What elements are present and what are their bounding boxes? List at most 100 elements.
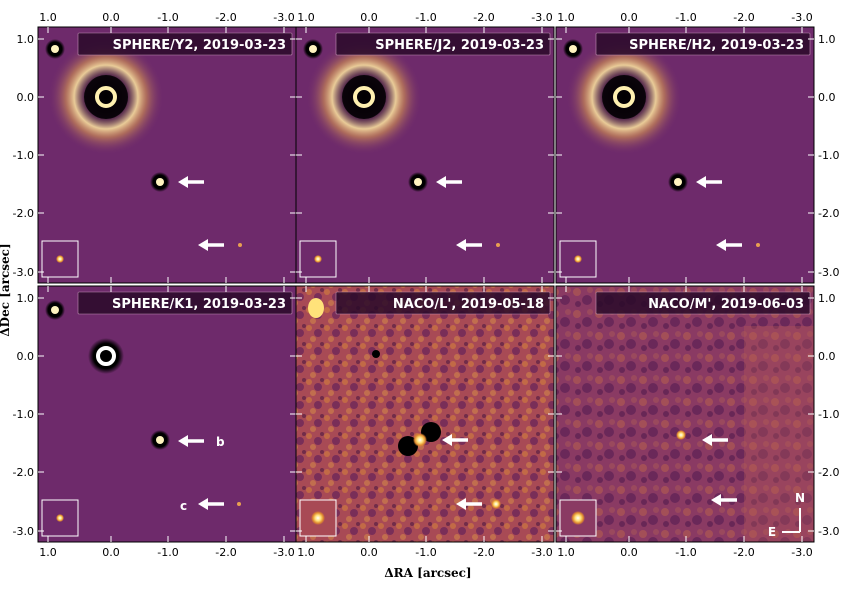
y-axis-title: ΔDec [arcsec] — [0, 243, 12, 336]
neighbour-star — [569, 45, 577, 53]
y-tick-label-left: 1.0 — [17, 292, 35, 305]
panel-4: SPHERE/K1, 2019-03-23 — [37, 285, 297, 543]
panel-label-box — [77, 32, 293, 56]
panel-label-box — [335, 291, 551, 315]
compass: NE — [768, 491, 805, 539]
y-tick-label-right: 1.0 — [818, 292, 836, 305]
y-tick-label-right: 1.0 — [818, 33, 836, 46]
psf-inset-star — [571, 511, 585, 525]
x-tick-label-top: 0.0 — [360, 11, 378, 24]
x-tick-label-top: 0.0 — [620, 11, 638, 24]
arrow-c — [198, 239, 224, 251]
psf-inset-star — [56, 255, 64, 263]
x-tick-label-bottom: -3.0 — [273, 546, 294, 559]
panel-3: SPHERE/H2, 2019-03-23 — [555, 26, 815, 284]
x-tick-label-top: 1.0 — [39, 11, 57, 24]
psf-inset — [41, 499, 79, 537]
x-tick-label-bottom: 0.0 — [102, 546, 120, 559]
x-tick-label-top: -2.0 — [733, 11, 754, 24]
arrow-c — [198, 498, 224, 510]
x-tick-label-top: -1.0 — [415, 11, 436, 24]
compass-north-label: N — [795, 491, 805, 505]
companion-b-label: b — [216, 435, 225, 449]
psf-inset — [41, 240, 79, 278]
panel-label: SPHERE/H2, 2019-03-23 — [629, 38, 804, 53]
x-tick-label-bottom: -2.0 — [733, 546, 754, 559]
noise-texture — [556, 286, 814, 542]
x-tick-label-top: 1.0 — [557, 11, 575, 24]
arrow-c — [716, 239, 742, 251]
x-tick-label-bottom: -3.0 — [531, 546, 552, 559]
companion-b — [156, 436, 164, 444]
x-tick-label-top: -1.0 — [675, 11, 696, 24]
companion-c — [491, 499, 501, 509]
companion-c — [238, 243, 242, 247]
neighbour-star — [51, 306, 59, 314]
arrow-b — [696, 176, 722, 188]
panel-1: SPHERE/Y2, 2019-03-23 — [37, 26, 297, 284]
y-tick-label-left: 1.0 — [17, 33, 35, 46]
x-tick-label-bottom: -1.0 — [415, 546, 436, 559]
y-tick-label-right: -1.0 — [818, 408, 839, 421]
panel-5: NACO/L', 2019-05-18 — [295, 285, 555, 543]
arrow-b — [178, 176, 204, 188]
panel-label: SPHERE/J2, 2019-03-23 — [375, 38, 544, 53]
arrow-b — [436, 176, 462, 188]
panel-label: SPHERE/Y2, 2019-03-23 — [113, 38, 286, 53]
x-tick-label-bottom: 1.0 — [297, 546, 315, 559]
y-tick-label-right: -3.0 — [818, 525, 839, 538]
star-ring — [95, 86, 117, 108]
x-tick-label-bottom: 0.0 — [620, 546, 638, 559]
x-tick-label-bottom: -1.0 — [157, 546, 178, 559]
edge-region — [744, 326, 814, 542]
x-tick-label-top: 1.0 — [297, 11, 315, 24]
companion-b — [676, 430, 686, 440]
companion-b — [413, 433, 427, 447]
y-tick-label-left: 0.0 — [17, 350, 35, 363]
x-tick-label-top: -3.0 — [791, 11, 812, 24]
neighbour-star — [51, 45, 59, 53]
companion-c-label: c — [180, 499, 187, 513]
negative-lobe — [398, 436, 418, 456]
panel-2: SPHERE/J2, 2019-03-23 — [295, 26, 555, 284]
x-tick-label-top: -1.0 — [157, 11, 178, 24]
x-axis-title: ΔRA [arcsec] — [384, 566, 471, 580]
y-tick-label-right: 0.0 — [818, 350, 836, 363]
coronagraph-mask — [602, 75, 646, 119]
panel-background — [38, 286, 296, 542]
arrow-b — [702, 434, 728, 446]
x-tick-label-bottom: -1.0 — [675, 546, 696, 559]
x-tick-label-bottom: 1.0 — [39, 546, 57, 559]
x-tick-label-top: -2.0 — [215, 11, 236, 24]
x-tick-label-top: -2.0 — [473, 11, 494, 24]
panel-label: SPHERE/K1, 2019-03-23 — [112, 297, 286, 312]
y-tick-label-right: -3.0 — [818, 266, 839, 279]
arrow-c — [456, 239, 482, 251]
y-tick-label-right: -1.0 — [818, 149, 839, 162]
panel-label-box — [595, 291, 811, 315]
companion-c — [237, 502, 241, 506]
star-ring — [613, 86, 635, 108]
arrow-b — [442, 434, 468, 446]
x-tick-label-bottom: -2.0 — [215, 546, 236, 559]
y-tick-label-left: -2.0 — [13, 207, 34, 220]
compass-east-label: E — [768, 525, 776, 539]
panel-label: NACO/L', 2019-05-18 — [393, 297, 544, 312]
y-tick-label-left: -2.0 — [13, 466, 34, 479]
companion-c — [756, 243, 760, 247]
y-tick-label-left: -1.0 — [13, 149, 34, 162]
y-tick-label-left: -3.0 — [13, 525, 34, 538]
y-tick-label-left: 0.0 — [17, 91, 35, 104]
x-tick-label-bottom: -3.0 — [791, 546, 812, 559]
neighbour-star — [309, 45, 317, 53]
x-tick-label-bottom: -2.0 — [473, 546, 494, 559]
companion-b — [674, 178, 682, 186]
companion-b — [414, 178, 422, 186]
panel-label-box — [595, 32, 811, 56]
x-tick-label-top: 0.0 — [102, 11, 120, 24]
y-tick-label-left: -3.0 — [13, 266, 34, 279]
x-tick-label-top: -3.0 — [531, 11, 552, 24]
psf-inset-star — [311, 511, 325, 525]
star-mask — [88, 338, 124, 374]
